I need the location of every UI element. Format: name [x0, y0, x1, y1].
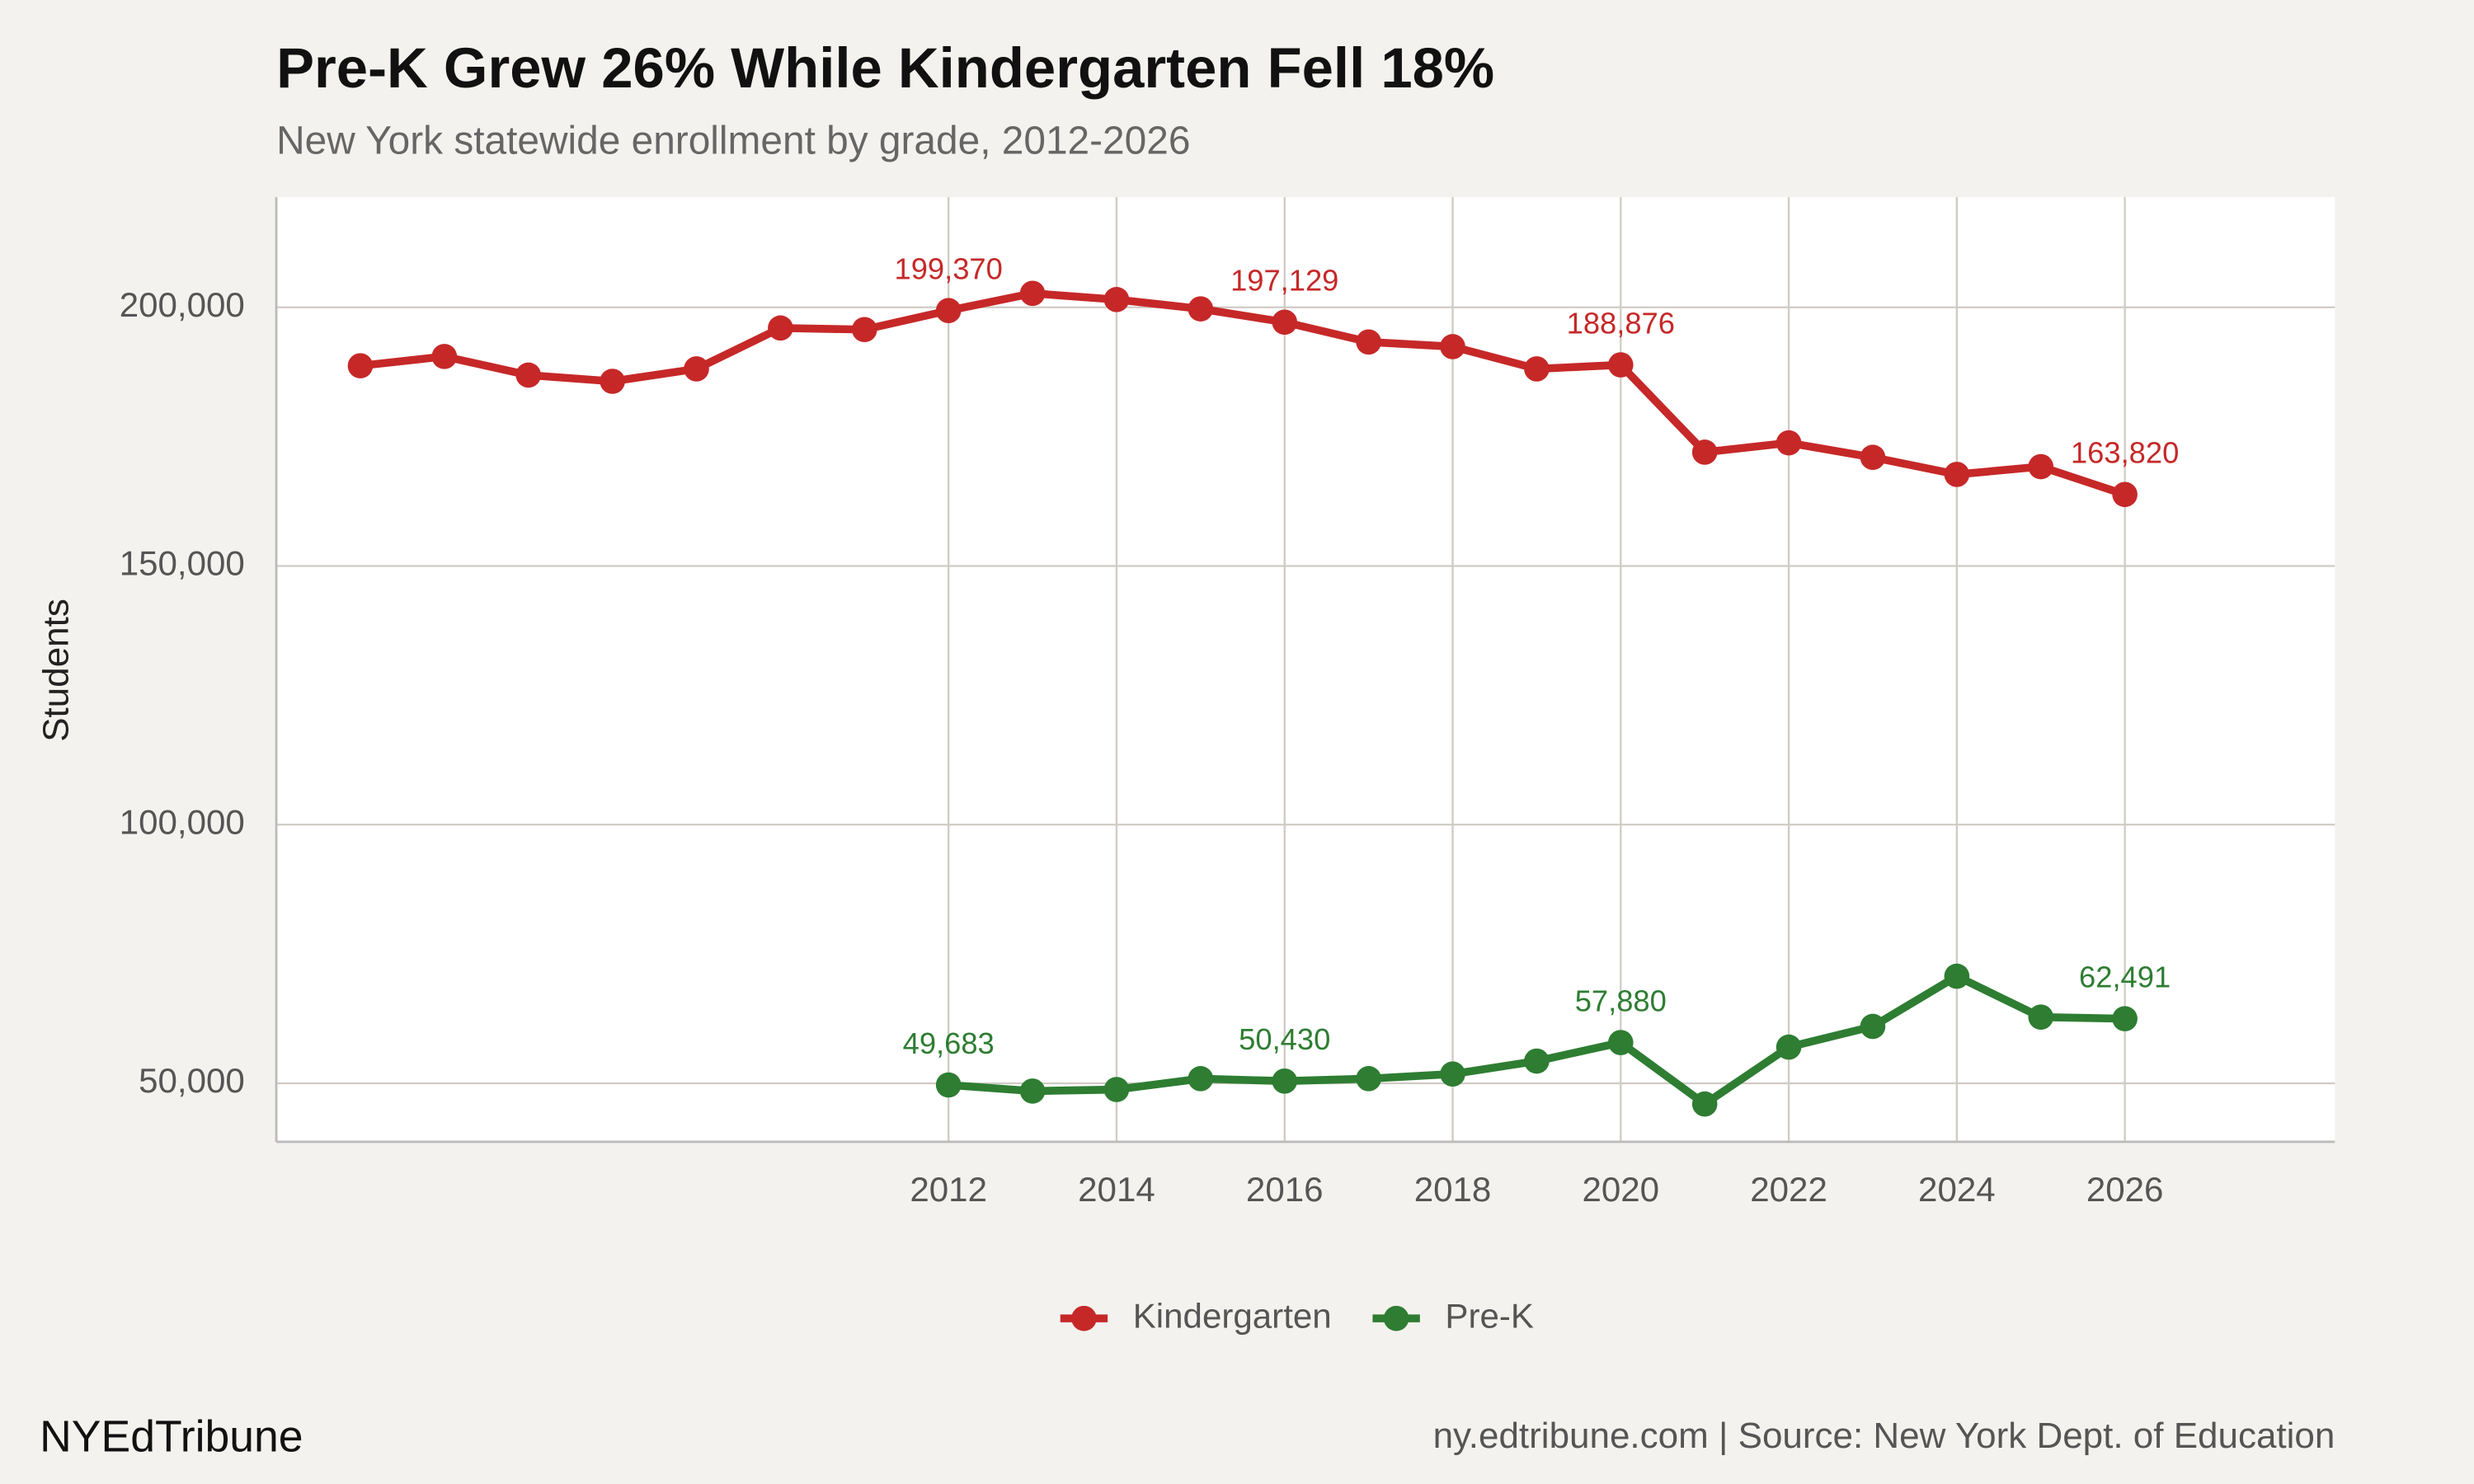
data-point	[935, 298, 962, 324]
legend-label: Pre-K	[1445, 1296, 1534, 1335]
value-label: 163,820	[2071, 436, 2179, 470]
data-point	[1524, 1048, 1550, 1074]
data-point	[1103, 1077, 1130, 1102]
data-point	[1272, 1068, 1298, 1094]
brand: NYEdTribune	[40, 1413, 303, 1462]
data-point	[935, 1072, 962, 1098]
data-point	[768, 315, 793, 341]
series-line	[360, 289, 2127, 499]
y-tick-label: 50,000	[139, 1061, 245, 1100]
chart-title: Pre-K Grew 26% While Kindergarten Fell 1…	[276, 36, 1494, 100]
data-point	[2112, 1006, 2138, 1031]
value-label: 62,491	[2079, 960, 2171, 993]
legend-label: Kindergarten	[1133, 1296, 1332, 1335]
data-point	[1356, 329, 1381, 355]
data-point	[684, 356, 709, 382]
value-label: 57,880	[1575, 984, 1667, 1017]
x-tick-label: 2024	[1918, 1170, 1996, 1209]
x-tick-label: 2014	[1078, 1170, 1155, 1209]
data-point	[1356, 1066, 1381, 1092]
x-tick-label: 2012	[910, 1170, 987, 1209]
plot-panel	[276, 197, 2335, 1142]
x-tick-label: 2018	[1414, 1170, 1492, 1209]
data-point	[1776, 1034, 1802, 1060]
data-point	[1691, 1091, 1718, 1117]
data-point	[347, 353, 374, 378]
data-point	[851, 317, 877, 343]
value-label: 49,683	[903, 1026, 995, 1060]
data-point	[2028, 1004, 2054, 1030]
data-point	[1440, 1061, 1465, 1087]
value-label: 197,129	[1230, 264, 1338, 298]
data-point	[431, 344, 458, 369]
value-label: 199,370	[895, 251, 1003, 285]
x-tick-label: 2026	[2086, 1170, 2164, 1209]
data-point	[1691, 439, 1718, 465]
data-point	[1607, 1030, 1634, 1055]
y-tick-label: 100,000	[120, 802, 245, 841]
legend-marker	[1383, 1305, 1409, 1331]
data-point	[515, 362, 542, 388]
data-point	[1188, 296, 1214, 322]
x-tick-label: 2016	[1246, 1170, 1324, 1209]
data-point	[600, 369, 625, 394]
data-point	[1019, 1078, 1046, 1104]
x-tick-label: 2022	[1750, 1170, 1827, 1209]
data-point	[1103, 287, 1130, 312]
value-label: 50,430	[1239, 1022, 1330, 1056]
data-point	[1776, 430, 1802, 456]
y-tick-label: 200,000	[120, 285, 245, 324]
data-point	[2028, 453, 2054, 480]
source: ny.edtribune.com | Source: New York Dept…	[1433, 1416, 2335, 1456]
data-point	[1607, 352, 1634, 378]
data-point	[2112, 481, 2138, 508]
y-tick-label: 150,000	[120, 544, 245, 583]
chart-subtitle: New York statewide enrollment by grade, …	[276, 120, 1190, 163]
y-axis-title: Students	[36, 599, 77, 742]
x-tick-label: 2020	[1582, 1170, 1659, 1209]
data-point	[1440, 334, 1465, 359]
data-point	[1188, 1066, 1214, 1092]
data-point	[1944, 462, 1970, 487]
data-point	[1860, 444, 1886, 471]
marks: 199,370 197,129 188,876 163,820 49,683 50,430…	[347, 251, 2179, 1117]
data-point	[1272, 309, 1298, 336]
data-point	[1524, 356, 1550, 382]
data-point	[1860, 1013, 1886, 1040]
data-point	[1944, 963, 1970, 989]
legend-marker	[1071, 1305, 1097, 1331]
value-label: 188,876	[1567, 306, 1675, 340]
data-point	[1019, 280, 1046, 307]
